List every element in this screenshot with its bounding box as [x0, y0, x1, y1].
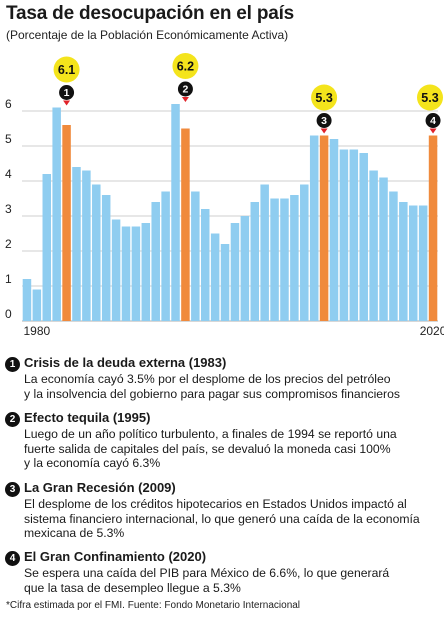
- bar-2001: [240, 216, 250, 321]
- bar-1979: [22, 279, 32, 321]
- bar-2003: [260, 184, 269, 321]
- y-tick-label: 1: [5, 272, 12, 286]
- y-tick-label: 4: [5, 167, 12, 181]
- y-tick-label: 6: [5, 97, 12, 111]
- note-line: fuerte salida de capitales del país, se …: [24, 441, 391, 456]
- bar-1993: [161, 191, 170, 321]
- x-tick-label: 2020: [420, 324, 444, 338]
- note-title: Crisis de la deuda externa (1983): [24, 355, 227, 370]
- chart-subtitle: (Porcentaje de la Población Económicamen…: [6, 28, 289, 42]
- bar-1984: [72, 167, 81, 321]
- bar-2012: [349, 149, 359, 321]
- unemployment-bar-chart: 0 1 2 3 4 5 6 1980 2020 1 6.1 2 6.2 3 5.3 4 5.3: [5, 53, 444, 338]
- bar-2002: [250, 202, 260, 321]
- bar-1989: [121, 226, 131, 321]
- bar-2013: [359, 153, 368, 321]
- bar-2008: [309, 135, 319, 321]
- note-number-badge: 2: [5, 412, 20, 427]
- bar-1990: [131, 226, 141, 321]
- y-tick-label: 0: [5, 307, 12, 321]
- note-number-badge: 4: [5, 551, 20, 566]
- note-number-badge: 1: [5, 357, 20, 372]
- bar-2016: [389, 191, 398, 321]
- note-body: Luego de un año político turbulento, a f…: [24, 427, 439, 471]
- bar-2007: [300, 184, 309, 321]
- bar-1999: [220, 244, 230, 321]
- chart-title: Tasa de desocupación en el país: [6, 3, 295, 24]
- note-line: sistema financiero internacional, lo que…: [24, 511, 420, 526]
- note-line: La economía cayó 3.5% por el desplome de…: [24, 372, 391, 386]
- highlight-bar-2009: [319, 135, 329, 321]
- note-line: El desplome de los créditos hipotecarios…: [24, 497, 407, 511]
- bar-1986: [92, 184, 101, 321]
- y-tick-label: 2: [5, 237, 12, 251]
- bar-2000: [230, 223, 240, 321]
- highlight-bar-1983: [62, 125, 71, 321]
- bar-1997: [200, 209, 210, 321]
- callout-number-circle: [316, 113, 332, 128]
- bar-1982: [52, 107, 61, 321]
- callout-value-label: 6.2: [177, 60, 194, 74]
- bar-2010: [329, 139, 339, 321]
- callout-number: 2: [183, 84, 189, 96]
- bar-1980: [32, 289, 42, 321]
- highlight-bar-2020: [428, 135, 438, 321]
- bar-1987: [101, 195, 111, 321]
- bar-1991: [141, 223, 151, 321]
- callout-value-bubble: [417, 84, 443, 111]
- bar-2005: [280, 198, 289, 321]
- note-line: y la economía cayó 6.3%: [24, 456, 161, 470]
- callout-number: 3: [321, 115, 327, 127]
- callout-number-circle: [425, 113, 441, 128]
- callout-pointer: [429, 128, 437, 134]
- callout-pointer: [63, 100, 71, 106]
- footnote-source: *Cifra estimada por el FMI. Fuente: Fond…: [6, 600, 301, 611]
- bar-2015: [379, 177, 388, 321]
- bar-2019: [418, 205, 428, 321]
- bar-1985: [82, 170, 91, 321]
- callout-value-bubble: [53, 56, 80, 83]
- callout-value-label: 5.3: [421, 91, 438, 105]
- note-line: y la insolvencia del gobierno para pagar…: [24, 386, 400, 401]
- bar-2006: [290, 195, 299, 321]
- bar-1996: [191, 191, 200, 321]
- bar-2017: [399, 202, 408, 321]
- note-line: que la tasa de desempleo llegue a 5.3%: [24, 580, 241, 595]
- bar-2018: [408, 205, 418, 321]
- callout-pointer: [320, 128, 328, 134]
- callout-value-label: 6.1: [58, 63, 75, 77]
- callout-value-bubble: [172, 53, 199, 79]
- x-tick-label: 1980: [24, 324, 51, 338]
- note-line: Luego de un año político turbulento, a f…: [24, 427, 397, 441]
- callout-number-circle: [177, 81, 193, 97]
- callout-value-bubble: [311, 84, 338, 111]
- note-title: La Gran Recesión (2009): [24, 480, 176, 495]
- bar-2011: [339, 149, 349, 321]
- note-line: mexicana de 5.3%: [24, 526, 125, 540]
- note-line: Se espera una caída del PIB para México …: [24, 566, 390, 580]
- callout-number-circle: [59, 85, 75, 100]
- callout-number: 4: [430, 115, 436, 127]
- highlight-bar-1995: [181, 128, 190, 321]
- bar-1998: [210, 233, 220, 321]
- bar-1988: [111, 219, 121, 321]
- note-body: El desplome de los créditos hipotecarios…: [24, 497, 439, 541]
- y-tick-label: 3: [5, 202, 12, 216]
- bar-1994: [171, 104, 180, 321]
- bar-2004: [270, 198, 279, 321]
- y-tick-label: 5: [5, 132, 12, 146]
- note-body: Se espera una caída del PIB para México …: [24, 566, 439, 595]
- note-body: La economía cayó 3.5% por el desplome de…: [24, 372, 439, 401]
- callout-pointer: [181, 97, 189, 102]
- note-title: Efecto tequila (1995): [24, 410, 151, 425]
- note-title: El Gran Confinamiento (2020): [24, 549, 207, 564]
- bar-1992: [151, 202, 160, 321]
- bar-2014: [369, 170, 378, 321]
- bar-1981: [42, 174, 52, 321]
- callout-number: 1: [64, 87, 70, 99]
- callout-value-label: 5.3: [315, 91, 332, 105]
- note-number-badge: 3: [5, 482, 20, 497]
